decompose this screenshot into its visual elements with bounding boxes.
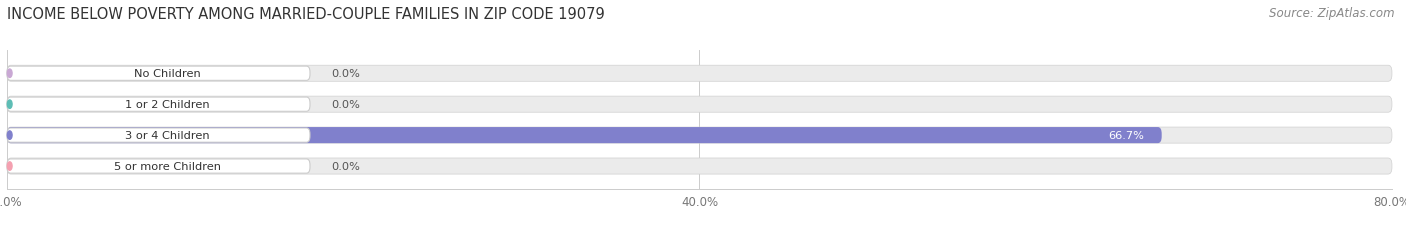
FancyBboxPatch shape	[7, 67, 309, 81]
FancyBboxPatch shape	[7, 98, 309, 112]
Circle shape	[7, 162, 13, 170]
Text: 0.0%: 0.0%	[330, 161, 360, 171]
Text: 66.7%: 66.7%	[1108, 131, 1144, 140]
Text: 0.0%: 0.0%	[330, 100, 360, 110]
Text: Source: ZipAtlas.com: Source: ZipAtlas.com	[1270, 7, 1395, 20]
Text: 3 or 4 Children: 3 or 4 Children	[125, 131, 209, 140]
Text: 0.0%: 0.0%	[330, 69, 360, 79]
Text: 5 or more Children: 5 or more Children	[114, 161, 221, 171]
Circle shape	[7, 100, 13, 109]
Text: INCOME BELOW POVERTY AMONG MARRIED-COUPLE FAMILIES IN ZIP CODE 19079: INCOME BELOW POVERTY AMONG MARRIED-COUPL…	[7, 7, 605, 22]
FancyBboxPatch shape	[7, 128, 1392, 143]
FancyBboxPatch shape	[7, 128, 309, 143]
FancyBboxPatch shape	[7, 66, 1392, 82]
FancyBboxPatch shape	[7, 159, 309, 173]
Circle shape	[7, 131, 13, 140]
Circle shape	[7, 70, 13, 78]
Text: No Children: No Children	[134, 69, 201, 79]
FancyBboxPatch shape	[7, 158, 1392, 174]
FancyBboxPatch shape	[7, 97, 1392, 113]
FancyBboxPatch shape	[7, 128, 1161, 143]
Text: 1 or 2 Children: 1 or 2 Children	[125, 100, 209, 110]
